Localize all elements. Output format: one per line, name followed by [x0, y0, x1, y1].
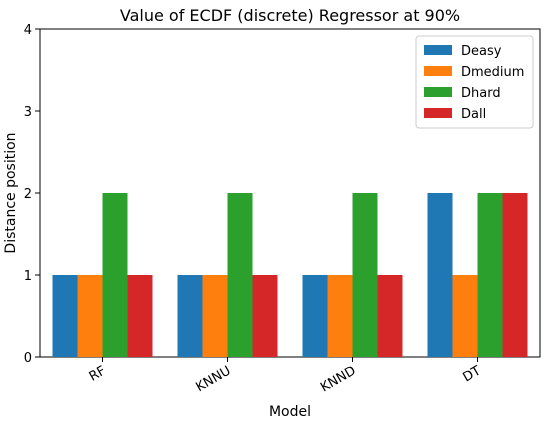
- legend-swatch-deasy: [424, 45, 452, 55]
- legend-swatch-dall: [424, 108, 452, 118]
- bar-dhard-rf: [102, 193, 128, 357]
- y-tick-label: 1: [24, 269, 32, 284]
- y-tick-label: 4: [24, 23, 32, 38]
- legend-label-dhard: Dhard: [461, 86, 501, 101]
- legend-box: [415, 35, 534, 129]
- y-axis: 0 1 2 3 4: [24, 23, 40, 366]
- bar-deasy-dt: [427, 193, 453, 357]
- bar-dhard-knnd: [352, 193, 378, 357]
- bar-dall-knnu: [252, 275, 278, 357]
- chart-title: Value of ECDF (discrete) Regressor at 90…: [120, 6, 460, 25]
- bar-dmedium-dt: [452, 275, 478, 357]
- bar-deasy-knnd: [302, 275, 328, 357]
- y-tick-label: 2: [24, 187, 32, 202]
- bar-dhard-knnu: [227, 193, 253, 357]
- x-tick-label: RF: [87, 363, 109, 384]
- x-tick-label: DT: [460, 363, 483, 385]
- bar-dall-knnd: [377, 275, 403, 357]
- legend-swatch-dmedium: [424, 66, 452, 76]
- y-axis-label: Distance position: [3, 132, 19, 253]
- legend: Deasy Dmedium Dhard Dall: [415, 35, 534, 129]
- bars-group: [52, 193, 528, 357]
- y-tick-label: 3: [24, 105, 32, 120]
- x-axis-label: Model: [269, 404, 311, 420]
- x-tick-label: KNNU: [194, 363, 234, 395]
- bar-dhard-dt: [477, 193, 503, 357]
- x-axis: RF KNNU KNND DT: [87, 357, 484, 395]
- bar-dmedium-knnd: [327, 275, 353, 357]
- bar-dmedium-rf: [77, 275, 103, 357]
- legend-label-dmedium: Dmedium: [461, 65, 524, 80]
- legend-label-deasy: Deasy: [461, 44, 502, 59]
- x-tick-label: KNND: [318, 363, 358, 395]
- bar-deasy-knnu: [177, 275, 203, 357]
- bar-dmedium-knnu: [202, 275, 228, 357]
- bar-dall-rf: [127, 275, 153, 357]
- y-tick-label: 0: [24, 351, 32, 366]
- legend-label-dall: Dall: [461, 107, 486, 122]
- bar-deasy-rf: [52, 275, 78, 357]
- bar-dall-dt: [502, 193, 528, 357]
- legend-swatch-dhard: [424, 87, 452, 97]
